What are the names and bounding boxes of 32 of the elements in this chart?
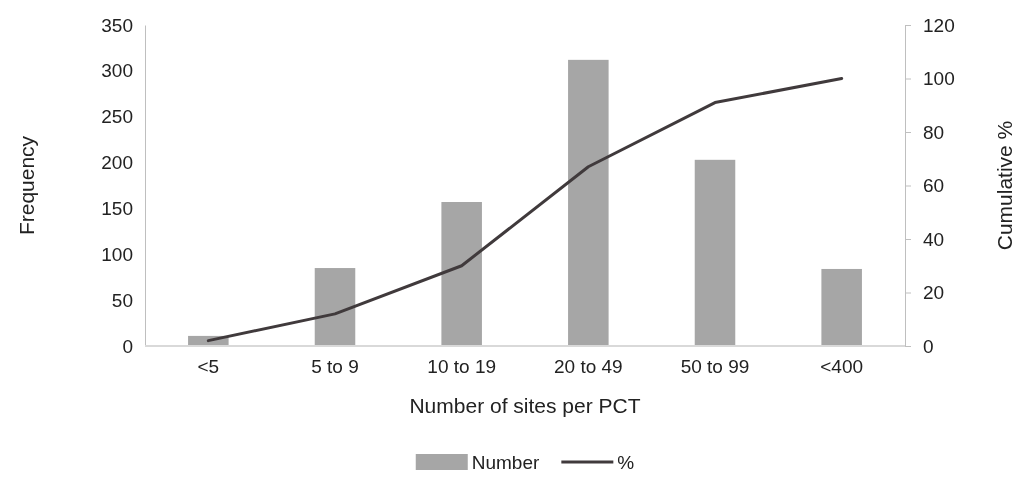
y2-axis-title: Cumulative % xyxy=(993,120,1016,251)
bar xyxy=(694,159,736,346)
y2-tick-label: 120 xyxy=(923,14,955,36)
bar xyxy=(821,268,862,346)
legend-label: % xyxy=(617,452,635,473)
y-tick-label: 50 xyxy=(111,289,133,311)
y-axis-title: Frequency xyxy=(15,135,38,236)
legend-label: Number xyxy=(471,452,541,473)
x-tick-label: 5 to 9 xyxy=(311,356,359,378)
y2-tick-label: 60 xyxy=(923,175,945,197)
y-tick-label: 150 xyxy=(101,198,133,220)
y2-tick-label: 0 xyxy=(923,335,934,357)
bar xyxy=(441,202,482,346)
y2-tick-label: 20 xyxy=(923,282,945,304)
line-series xyxy=(206,77,844,343)
bar xyxy=(314,268,356,346)
bar xyxy=(568,59,609,346)
y-tick-label: 300 xyxy=(101,60,133,82)
y2-tick-label: 100 xyxy=(923,68,955,90)
x-tick-label: 20 to 49 xyxy=(554,356,623,378)
y-tick-label: 0 xyxy=(122,335,133,357)
y-tick-label: 200 xyxy=(101,152,133,174)
y-tick-label: 250 xyxy=(101,106,133,128)
y-tick-label: 100 xyxy=(101,243,133,265)
y2-tick-label: 80 xyxy=(923,121,945,143)
x-tick-label: 10 to 19 xyxy=(427,356,496,378)
x-axis-title: Number of sites per PCT xyxy=(409,394,641,417)
x-tick-label: 50 to 99 xyxy=(680,356,750,378)
y2-tick-label: 40 xyxy=(923,228,945,250)
y-tick-label: 350 xyxy=(101,14,133,36)
x-tick-label: <400 xyxy=(820,356,864,378)
x-tick-label: <5 xyxy=(197,356,220,378)
